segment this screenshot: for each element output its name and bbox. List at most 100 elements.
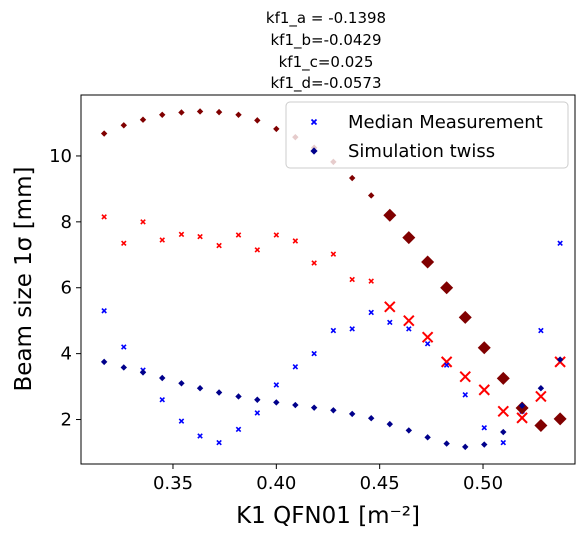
measurement-point-x [459, 370, 471, 383]
measurement-point-y [387, 319, 393, 326]
measurement-point-y [424, 340, 431, 347]
simulation-point-x [440, 281, 454, 295]
simulation-point-y [348, 410, 356, 418]
measurement-point-x [140, 219, 146, 225]
measurement-point-x [197, 233, 203, 240]
x-axis-label: K1 QFN01 [m⁻²] [236, 503, 420, 529]
simulation-point-x [383, 208, 397, 222]
simulation-point-y [100, 358, 108, 366]
measurement-point-x [216, 242, 222, 249]
measurement-point-y [273, 382, 280, 388]
simulation-point-y [556, 356, 564, 363]
measurement-point-y [178, 418, 185, 424]
simulation-point-y [367, 415, 375, 422]
measurement-point-y [349, 326, 355, 332]
legend: Median Measurement Simulation twiss [285, 101, 569, 169]
x-axis-ticks: 0.35 0.40 0.45 0.50 [153, 464, 503, 494]
simulation-point-y [443, 440, 450, 447]
simulation-point-x [120, 122, 127, 129]
simulation-point-x [496, 371, 510, 385]
simulation-point-x [367, 192, 375, 199]
simulation-point-x [273, 125, 280, 133]
legend-marker-simulation [310, 147, 318, 155]
simulation-point-y [120, 364, 127, 371]
simulation-point-y [424, 434, 431, 441]
measurement-point-x [403, 314, 415, 327]
measurement-point-y [216, 439, 222, 446]
x-tick-label: 0.45 [360, 473, 400, 494]
measurement-point-y [481, 424, 488, 431]
measurement-point-x [330, 251, 337, 257]
simulation-point-x [159, 111, 166, 118]
measurement-point-x [349, 276, 355, 283]
simulation-point-x [421, 255, 435, 269]
legend-diamond-marker [310, 147, 318, 155]
measurement-point-x [159, 237, 165, 243]
measurement-point-x [292, 238, 299, 244]
measurement-point-x [273, 232, 280, 238]
chart-title: kf1_a = -0.1398 kf1_b=-0.0429 kf1_c=0.02… [266, 9, 386, 93]
legend-label-measurement: Median Measurement [348, 112, 543, 133]
measurement-point-x [535, 390, 547, 403]
simulation-point-x [348, 174, 356, 182]
title-line-1: kf1_a = -0.1398 [266, 9, 386, 28]
legend-marker-measurement [310, 118, 318, 126]
measurement-point-y [368, 309, 374, 316]
measurement-point-x [235, 232, 242, 238]
x-tick-label: 0.40 [256, 473, 296, 494]
simulation-point-y [292, 401, 299, 409]
measurement-point-y [159, 396, 165, 403]
title-line-3: kf1_c=0.025 [279, 53, 374, 72]
title-line-2: kf1_b=-0.0429 [271, 31, 382, 50]
simulation-point-x [458, 310, 472, 324]
measurement-point-y [292, 364, 299, 370]
measurement-point-y [462, 392, 469, 398]
measurement-point-y [406, 326, 412, 332]
simulation-point-x [178, 109, 185, 116]
simulation-point-x [139, 116, 147, 123]
measurement-point-x [254, 247, 261, 253]
simulation-point-x [534, 418, 548, 432]
y-tick-label: 8 [61, 212, 72, 233]
simulation-point-x [402, 231, 416, 245]
measurement-point-x [384, 301, 396, 313]
measurement-point-x [421, 331, 434, 343]
y-tick-label: 4 [61, 344, 72, 365]
simulation-point-x [254, 117, 261, 124]
measurement-point-y [330, 327, 337, 334]
y-axis-label: Beam size 1σ [mm] [11, 167, 37, 392]
measurement-point-y [197, 433, 203, 439]
simulation-point-x [235, 111, 242, 118]
x-tick-label: 0.35 [153, 473, 193, 494]
title-line-4: kf1_d=-0.0573 [271, 74, 382, 93]
measurement-point-y [121, 344, 127, 350]
simulation-point-x [196, 108, 204, 115]
measurement-point-y [101, 308, 107, 314]
simulation-point-y [159, 374, 166, 382]
legend-x-marker [310, 118, 318, 126]
simulation-point-x [100, 130, 108, 137]
simulation-point-y [178, 380, 185, 387]
simulation-point-x [553, 412, 567, 426]
simulation-point-y [215, 389, 223, 396]
measurement-point-x [311, 260, 317, 266]
measurement-point-x [178, 231, 185, 238]
simulation-point-x [477, 341, 491, 355]
simulation-point-y [462, 443, 469, 451]
measurement-point-x [121, 240, 127, 247]
x-tick-label: 0.50 [463, 473, 503, 494]
legend-label-simulation: Simulation twiss [348, 141, 495, 162]
y-tick-label: 10 [49, 146, 72, 167]
measurement-point-y [500, 439, 507, 446]
simulation-point-y [273, 399, 280, 406]
simulation-point-y [254, 396, 261, 403]
simulation-point-y [386, 420, 394, 428]
legend-box [285, 101, 569, 169]
simulation-point-y [196, 385, 204, 392]
measurement-point-y [235, 426, 242, 433]
simulation-point-y [330, 407, 337, 414]
simulation-point-x [215, 108, 223, 116]
measurement-point-x [497, 405, 509, 417]
measurement-point-x [368, 278, 374, 284]
